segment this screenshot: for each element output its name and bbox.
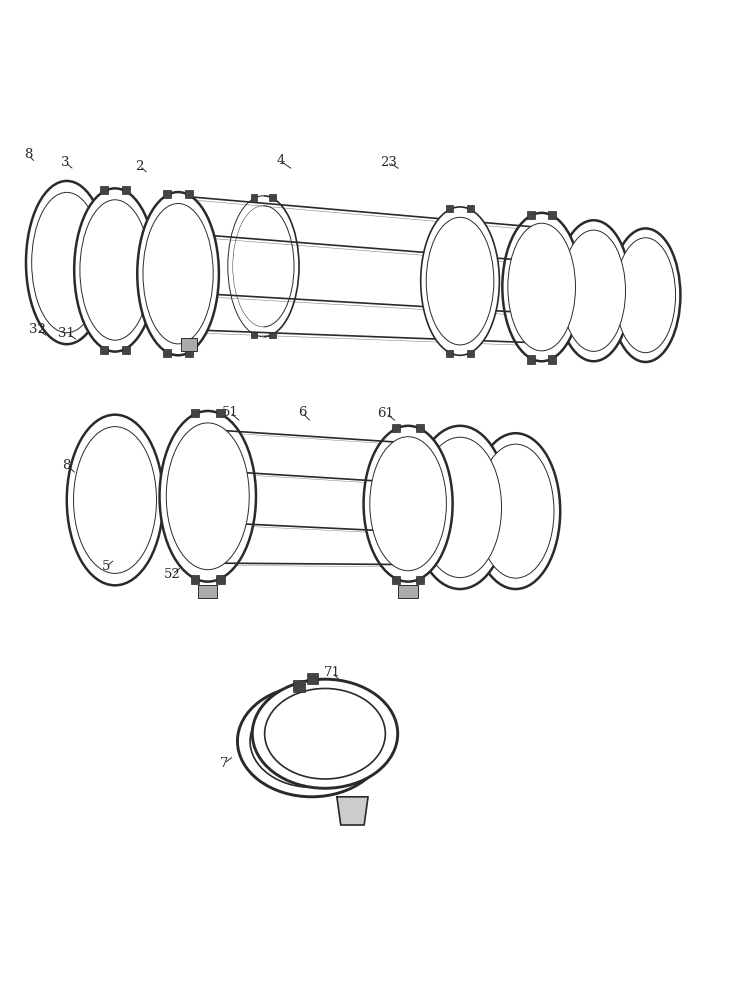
Bar — [548, 211, 556, 219]
Bar — [416, 576, 424, 584]
Ellipse shape — [160, 411, 256, 582]
Text: 22: 22 — [159, 338, 175, 351]
Ellipse shape — [364, 426, 453, 582]
Bar — [191, 575, 199, 584]
Ellipse shape — [252, 679, 398, 788]
Bar — [251, 332, 257, 338]
Bar — [447, 350, 453, 357]
Ellipse shape — [250, 695, 373, 787]
Bar — [528, 355, 536, 364]
Bar — [467, 205, 473, 212]
Ellipse shape — [562, 230, 626, 351]
FancyBboxPatch shape — [198, 585, 217, 598]
Ellipse shape — [166, 423, 249, 570]
Text: 4: 4 — [276, 154, 285, 167]
Bar — [163, 349, 171, 357]
Text: 2: 2 — [135, 160, 144, 173]
Bar — [293, 680, 305, 692]
Ellipse shape — [616, 238, 675, 353]
Text: 71: 71 — [324, 666, 341, 679]
Bar — [548, 355, 556, 364]
Text: 8: 8 — [62, 459, 71, 472]
Text: 23: 23 — [381, 156, 397, 169]
Ellipse shape — [26, 181, 108, 344]
Ellipse shape — [611, 228, 680, 362]
Ellipse shape — [32, 192, 102, 333]
Bar — [217, 409, 225, 417]
Bar — [269, 194, 276, 201]
Bar — [528, 211, 536, 219]
Bar — [269, 332, 276, 338]
Bar — [251, 194, 257, 201]
Ellipse shape — [67, 415, 163, 585]
Text: 31: 31 — [59, 327, 75, 340]
Text: 21: 21 — [111, 330, 127, 343]
Ellipse shape — [137, 192, 219, 355]
Bar — [217, 575, 225, 584]
Ellipse shape — [421, 207, 499, 355]
Ellipse shape — [412, 426, 508, 589]
Ellipse shape — [418, 437, 502, 578]
Bar — [163, 190, 171, 198]
Text: 5: 5 — [102, 560, 111, 573]
Bar — [191, 409, 199, 417]
Bar — [122, 346, 130, 354]
Text: 32: 32 — [29, 323, 45, 336]
Bar — [393, 424, 401, 432]
Text: 8: 8 — [24, 148, 33, 161]
Text: 3: 3 — [61, 156, 70, 169]
Ellipse shape — [73, 427, 157, 573]
Bar — [100, 186, 108, 194]
Text: 7: 7 — [220, 757, 229, 770]
Bar — [306, 673, 318, 684]
Bar — [185, 190, 193, 198]
Text: 61: 61 — [378, 407, 394, 420]
Ellipse shape — [80, 200, 150, 340]
Ellipse shape — [143, 203, 213, 344]
Ellipse shape — [370, 437, 447, 571]
Ellipse shape — [556, 220, 631, 361]
Bar — [185, 349, 193, 357]
Bar — [122, 186, 130, 194]
Ellipse shape — [471, 433, 560, 589]
FancyBboxPatch shape — [181, 338, 197, 351]
Bar — [416, 424, 424, 432]
Ellipse shape — [74, 188, 156, 352]
Text: 52: 52 — [164, 568, 180, 581]
FancyBboxPatch shape — [398, 585, 418, 598]
Polygon shape — [337, 797, 368, 825]
Bar — [467, 350, 473, 357]
Ellipse shape — [477, 444, 554, 578]
Bar — [447, 205, 453, 212]
Text: 51: 51 — [222, 406, 238, 419]
Bar — [393, 576, 401, 584]
Ellipse shape — [502, 213, 581, 361]
Ellipse shape — [508, 223, 576, 351]
Ellipse shape — [237, 686, 386, 797]
Bar — [100, 346, 108, 354]
Text: 6: 6 — [298, 406, 306, 419]
Ellipse shape — [426, 217, 494, 345]
